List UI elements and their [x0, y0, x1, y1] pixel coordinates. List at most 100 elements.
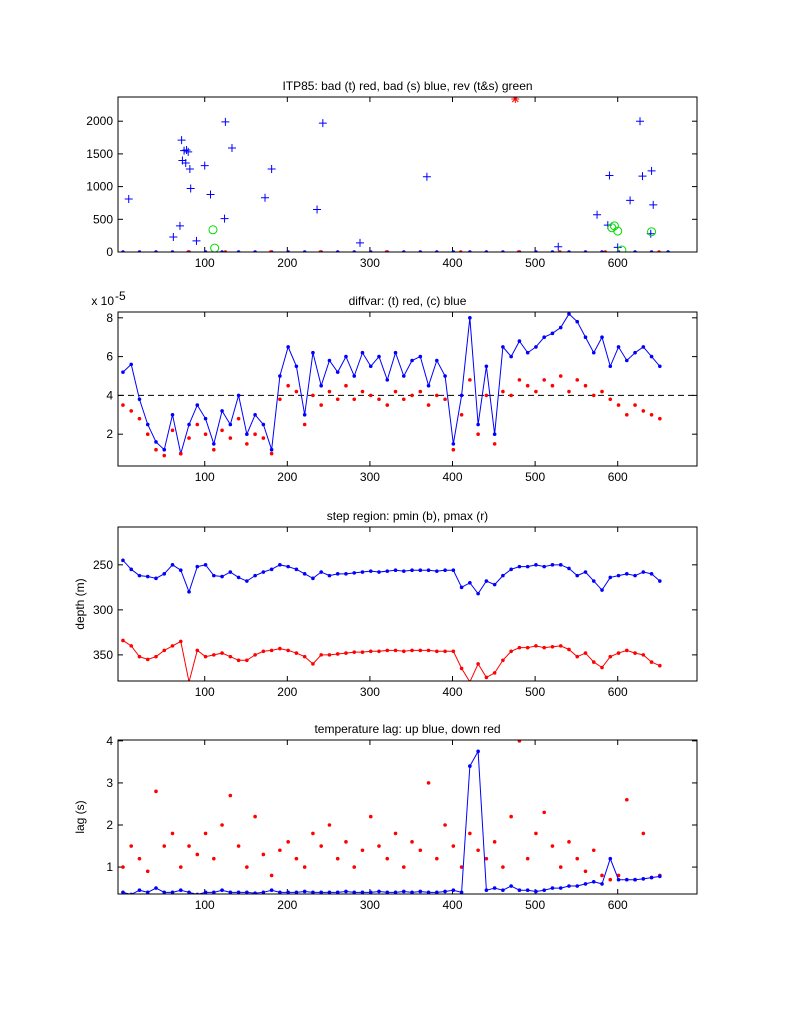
- x-tick-label: 100: [195, 685, 215, 699]
- dot-marker: [633, 651, 637, 655]
- dot-marker: [286, 890, 290, 894]
- y-tick-label: 8: [106, 311, 113, 325]
- dot-marker: [187, 422, 191, 427]
- dot-marker: [170, 428, 175, 433]
- dot-marker: [261, 852, 266, 857]
- dot-marker: [492, 886, 497, 890]
- dot-marker: [600, 389, 604, 394]
- dot-marker: [368, 569, 373, 573]
- dot-marker: [236, 393, 241, 398]
- dot-marker: [178, 888, 183, 893]
- dot-marker: [327, 890, 332, 894]
- x-tick-label: 400: [442, 256, 462, 270]
- y-tick-label: 4: [106, 734, 113, 748]
- dot-marker: [269, 888, 274, 893]
- plus-marker: [593, 210, 602, 219]
- dot-marker: [245, 442, 249, 446]
- dot-marker: [245, 579, 249, 583]
- dot-marker: [145, 432, 150, 436]
- dot-marker: [335, 856, 340, 861]
- dot-marker: [327, 653, 332, 657]
- dot-marker: [459, 890, 464, 894]
- dot-marker: [435, 856, 439, 861]
- dot-marker: [418, 389, 423, 394]
- dot-marker: [525, 645, 530, 650]
- dot-marker: [600, 335, 604, 340]
- dot-marker: [278, 646, 282, 651]
- dot-marker: [633, 573, 637, 578]
- dot-marker: [468, 831, 472, 836]
- dot-marker: [567, 312, 571, 316]
- dot-marker: [401, 374, 406, 378]
- dot-marker: [335, 890, 340, 894]
- dot-marker: [195, 422, 200, 427]
- dot-marker: [558, 374, 563, 378]
- dot-marker: [294, 389, 299, 394]
- dot-marker: [476, 422, 480, 427]
- dot-marker: [443, 649, 447, 654]
- plus-marker: [554, 242, 563, 251]
- dot-marker: [600, 588, 604, 592]
- dot-marker: [269, 451, 274, 456]
- dot-marker: [558, 563, 563, 567]
- axes-box: [117, 739, 698, 895]
- dot-marker: [410, 648, 414, 653]
- dot-marker: [253, 432, 257, 436]
- dot-marker: [236, 844, 241, 848]
- dot-marker: [377, 397, 381, 402]
- dot-marker: [253, 891, 257, 894]
- dot-marker: [608, 856, 613, 861]
- dot-marker: [385, 890, 390, 894]
- dot-marker: [253, 412, 257, 417]
- plot-area: [121, 558, 662, 681]
- dot-marker: [468, 581, 472, 585]
- dot-marker: [525, 383, 530, 388]
- dot-marker: [294, 856, 299, 861]
- dot-marker: [492, 671, 497, 675]
- dot-marker: [575, 319, 580, 324]
- dot-marker: [426, 383, 431, 388]
- dot-marker: [468, 764, 472, 768]
- dot-marker: [145, 869, 150, 874]
- dot-marker: [212, 653, 216, 657]
- dot-marker: [253, 573, 257, 578]
- dot-marker: [368, 364, 373, 369]
- dot-marker: [377, 570, 381, 574]
- dot-marker: [591, 350, 596, 355]
- dot-marker: [294, 890, 299, 894]
- dot-marker: [393, 568, 398, 573]
- plot-area: [121, 97, 670, 252]
- dot-marker: [261, 649, 266, 654]
- plus-marker: [181, 159, 190, 168]
- dot-marker: [170, 563, 175, 567]
- dot-marker: [137, 416, 142, 421]
- dot-marker: [360, 389, 365, 394]
- dot-marker: [278, 374, 282, 378]
- x-tick-label: 200: [277, 898, 297, 912]
- dot-marker: [591, 579, 596, 583]
- dot-marker: [212, 442, 216, 446]
- dot-marker: [591, 660, 596, 664]
- dot-marker: [641, 345, 646, 349]
- dot-marker: [278, 890, 282, 894]
- dot-marker: [459, 393, 464, 398]
- dot-marker: [286, 564, 290, 569]
- dot-marker: [624, 412, 629, 417]
- dot-marker: [360, 890, 365, 894]
- dot-marker: [327, 823, 332, 827]
- dot-marker: [591, 879, 596, 884]
- dot-marker: [624, 877, 629, 882]
- dot-marker: [583, 570, 588, 574]
- dot-marker: [393, 648, 398, 653]
- dot-marker: [509, 649, 513, 654]
- dot-marker: [203, 654, 208, 659]
- dot-marker: [154, 440, 158, 444]
- dot-marker: [476, 662, 480, 666]
- dot-marker: [426, 568, 431, 573]
- y-tick-label: 350: [93, 648, 113, 662]
- dot-marker: [178, 451, 183, 456]
- dot-marker: [294, 364, 299, 369]
- plot-area: [118, 312, 697, 458]
- dot-marker: [121, 370, 125, 374]
